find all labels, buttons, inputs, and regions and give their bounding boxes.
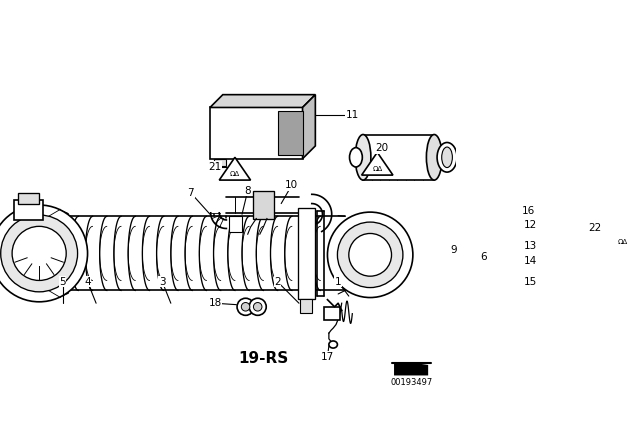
Bar bbox=[229, 216, 242, 232]
Ellipse shape bbox=[329, 341, 337, 348]
Bar bbox=[582, 248, 636, 390]
Text: 15: 15 bbox=[524, 277, 537, 287]
Circle shape bbox=[1, 215, 77, 292]
Ellipse shape bbox=[349, 148, 362, 167]
Text: 7: 7 bbox=[188, 188, 194, 198]
Ellipse shape bbox=[582, 301, 636, 314]
Ellipse shape bbox=[543, 286, 563, 295]
Circle shape bbox=[328, 212, 413, 297]
Bar bbox=[545, 266, 561, 276]
Ellipse shape bbox=[582, 347, 636, 359]
Ellipse shape bbox=[442, 147, 452, 168]
Circle shape bbox=[253, 302, 262, 311]
Text: 00193497: 00193497 bbox=[390, 378, 433, 387]
Polygon shape bbox=[210, 95, 316, 108]
Circle shape bbox=[249, 298, 266, 315]
Text: 8: 8 bbox=[244, 186, 251, 196]
Ellipse shape bbox=[355, 134, 371, 180]
Ellipse shape bbox=[548, 268, 558, 274]
Bar bbox=[589, 203, 628, 243]
Bar bbox=[210, 108, 303, 159]
Circle shape bbox=[337, 222, 403, 288]
Text: 4: 4 bbox=[84, 277, 91, 287]
Ellipse shape bbox=[582, 324, 636, 337]
Text: 11: 11 bbox=[346, 110, 359, 120]
Ellipse shape bbox=[545, 254, 560, 261]
Text: 3: 3 bbox=[159, 277, 166, 287]
Bar bbox=[253, 191, 274, 219]
Text: 10: 10 bbox=[285, 180, 298, 190]
Bar bbox=[548, 224, 556, 249]
Bar bbox=[214, 159, 227, 166]
Ellipse shape bbox=[548, 255, 557, 259]
Ellipse shape bbox=[589, 197, 628, 211]
Text: 12: 12 bbox=[524, 220, 537, 230]
Bar bbox=[18, 193, 39, 203]
Text: 5: 5 bbox=[60, 277, 66, 287]
Ellipse shape bbox=[437, 142, 457, 172]
Polygon shape bbox=[362, 152, 393, 175]
Text: 1: 1 bbox=[335, 277, 342, 287]
Ellipse shape bbox=[513, 233, 524, 248]
Text: 13: 13 bbox=[524, 241, 537, 251]
Polygon shape bbox=[220, 157, 251, 180]
Text: ΩΔ: ΩΔ bbox=[618, 239, 628, 245]
Bar bbox=[538, 280, 566, 300]
Text: 21: 21 bbox=[209, 162, 221, 172]
Text: 22: 22 bbox=[589, 224, 602, 233]
Bar bbox=[278, 111, 303, 155]
Bar bbox=[14, 200, 43, 220]
Bar bbox=[545, 221, 558, 227]
Text: 9: 9 bbox=[451, 245, 458, 255]
Polygon shape bbox=[607, 225, 639, 248]
Text: 19-RS: 19-RS bbox=[238, 351, 289, 366]
Circle shape bbox=[349, 233, 392, 276]
Text: 18: 18 bbox=[209, 298, 221, 308]
Text: 14: 14 bbox=[524, 255, 537, 266]
Circle shape bbox=[241, 302, 250, 311]
Ellipse shape bbox=[509, 229, 527, 252]
Ellipse shape bbox=[582, 255, 636, 268]
Bar bbox=[363, 134, 434, 180]
Polygon shape bbox=[303, 95, 316, 159]
Ellipse shape bbox=[582, 382, 636, 399]
Circle shape bbox=[0, 205, 88, 302]
Text: 20: 20 bbox=[376, 143, 389, 153]
Text: 17: 17 bbox=[321, 352, 334, 362]
Ellipse shape bbox=[582, 239, 636, 256]
Text: ΩΔ: ΩΔ bbox=[230, 172, 240, 177]
Bar bbox=[298, 208, 315, 299]
Bar bbox=[324, 307, 340, 319]
Circle shape bbox=[12, 226, 66, 280]
Polygon shape bbox=[395, 364, 427, 375]
Ellipse shape bbox=[582, 278, 636, 291]
Text: ΩΔ: ΩΔ bbox=[372, 166, 382, 172]
Ellipse shape bbox=[589, 236, 628, 250]
Text: 2: 2 bbox=[275, 277, 281, 287]
Ellipse shape bbox=[582, 370, 636, 382]
Bar bbox=[300, 299, 312, 313]
Text: 16: 16 bbox=[522, 206, 535, 215]
Text: 6: 6 bbox=[481, 252, 488, 262]
Circle shape bbox=[237, 298, 254, 315]
Ellipse shape bbox=[426, 134, 442, 180]
